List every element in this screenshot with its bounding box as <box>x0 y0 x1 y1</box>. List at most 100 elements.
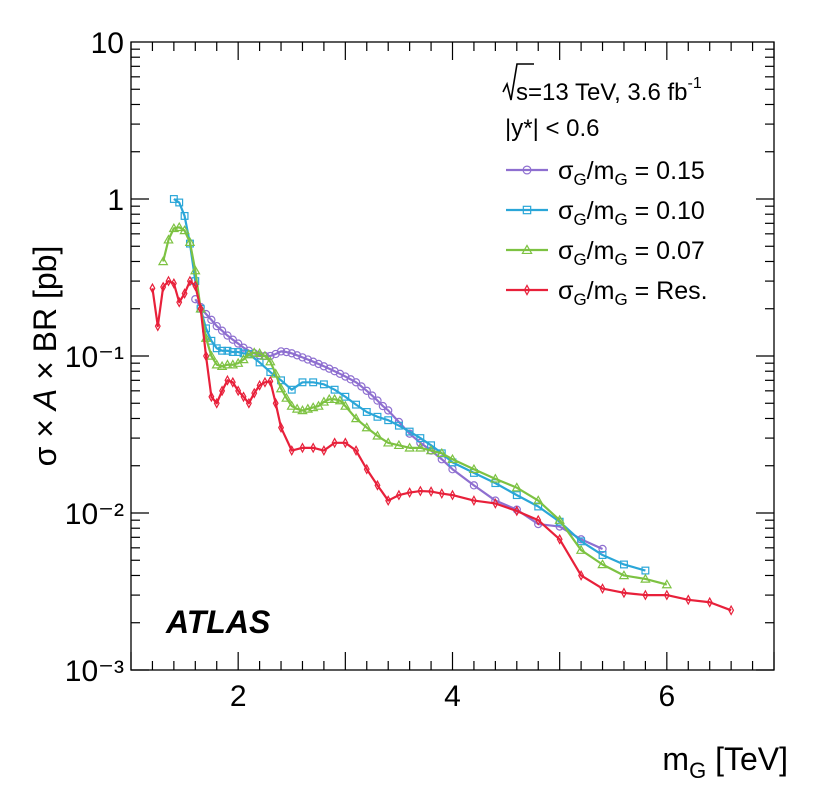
data-point-triangle <box>521 244 533 255</box>
data-point-triangle <box>270 368 281 378</box>
data-point-diamond <box>449 489 456 501</box>
data-point-square <box>416 434 425 443</box>
y-axis-label-sigma: σ × <box>27 410 63 466</box>
data-point-diamond <box>299 442 306 454</box>
data-point-triangle <box>640 573 651 583</box>
legend-sub: G <box>573 210 586 229</box>
data-point-circle <box>362 386 371 396</box>
legend-label: σG/mG = Res. <box>558 277 708 309</box>
data-point-triangle <box>425 445 437 455</box>
legend-sigma: σ <box>558 277 574 305</box>
data-point-triangle <box>254 347 265 358</box>
series-triangle <box>157 221 673 589</box>
legend-rest: = 0.15 <box>628 157 705 185</box>
data-point-diamond <box>320 445 327 456</box>
series-line <box>151 279 732 612</box>
data-point-circle <box>212 321 221 331</box>
data-point-circle <box>373 396 382 405</box>
data-point-diamond <box>706 596 713 608</box>
series-diamond <box>149 275 735 616</box>
data-point-circle <box>367 391 377 400</box>
data-point-square <box>598 551 607 559</box>
data-point-diamond <box>213 397 220 409</box>
data-point-square <box>255 358 264 367</box>
legend-item: σG/mG = 0.10 <box>506 197 705 229</box>
data-point-circle <box>282 347 291 357</box>
data-point-triangle <box>490 473 501 483</box>
axis-ticks <box>130 42 775 671</box>
data-point-circle <box>522 165 532 175</box>
data-point-diamond <box>186 275 193 287</box>
data-point-triangle <box>361 422 373 432</box>
data-point-triangle <box>222 359 233 369</box>
legend-sigma: σ <box>558 237 574 265</box>
x-axis-label-sub: G <box>689 758 706 783</box>
data-point-diamond <box>685 594 692 606</box>
data-point-square <box>522 205 532 215</box>
data-point-circle <box>469 481 479 490</box>
series-line <box>173 198 646 572</box>
data-point-diamond <box>256 379 263 391</box>
data-point-circle <box>276 347 286 356</box>
data-point-square <box>577 537 586 546</box>
data-point-diamond <box>395 489 402 501</box>
data-point-triangle <box>554 514 565 524</box>
data-point-circle <box>378 401 388 411</box>
data-point-triangle <box>393 439 405 450</box>
data-point-diamond <box>197 303 204 315</box>
data-point-diamond <box>160 281 167 293</box>
legend-sigma: σ <box>558 157 574 185</box>
data-point-diamond <box>513 505 520 517</box>
legend-sub: G <box>573 290 586 309</box>
data-point-triangle <box>275 383 287 393</box>
legend-label: σG/mG = 0.10 <box>558 197 705 229</box>
data-point-diamond <box>470 495 477 507</box>
data-point-triangle <box>190 265 201 275</box>
energy-annotation: s=13 TeV, 3.6 fb-1 <box>502 63 702 106</box>
data-point-diamond <box>219 385 226 397</box>
data-point-diamond <box>728 604 735 616</box>
x-tick-label: 4 <box>444 680 461 713</box>
data-point-diamond <box>642 589 649 601</box>
data-point-triangle <box>179 225 190 235</box>
data-point-circle <box>319 362 329 371</box>
y-axis-label-a: A <box>27 389 63 412</box>
data-point-diamond <box>203 350 210 362</box>
x-tick-label: 6 <box>658 680 675 713</box>
data-point-triangle <box>329 393 340 404</box>
data-point-square <box>234 348 243 356</box>
data-point-triangle <box>575 544 587 554</box>
data-point-diamond <box>428 486 435 497</box>
data-point-diamond <box>535 514 542 526</box>
data-point-diamond <box>385 495 392 507</box>
data-point-circle <box>303 355 312 364</box>
y-tick-label: 10⁻² <box>65 498 124 531</box>
data-point-diamond <box>578 570 585 581</box>
data-point-diamond <box>556 533 563 545</box>
data-point-triangle <box>206 350 217 360</box>
data-point-square <box>218 346 227 355</box>
data-point-diamond <box>331 437 338 449</box>
legend-sigma: σ <box>558 197 574 225</box>
y-tick-label: 1 <box>107 184 124 217</box>
legend-label: σG/mG = 0.15 <box>558 157 705 189</box>
ystar-cut-text: |y*| < 0.6 <box>505 115 600 142</box>
data-point-triangle <box>511 482 523 492</box>
data-point-circle <box>384 406 393 415</box>
data-point-diamond <box>310 442 317 454</box>
data-point-diamond <box>235 385 242 397</box>
data-point-square <box>309 378 318 387</box>
data-point-triangle <box>404 442 415 452</box>
data-point-diamond <box>176 296 183 308</box>
data-point-triangle <box>324 393 335 404</box>
data-point-triangle <box>265 356 276 366</box>
data-point-circle <box>309 357 318 366</box>
svg-text:s=13 TeV, 3.6 fb-1: s=13 TeV, 3.6 fb-1 <box>516 75 702 106</box>
data-point-diamond <box>620 587 627 599</box>
data-point-circle <box>233 339 243 348</box>
x-axis-label: mG [TeV] <box>662 741 788 783</box>
data-point-square <box>384 416 393 425</box>
data-point-diamond <box>523 284 531 296</box>
